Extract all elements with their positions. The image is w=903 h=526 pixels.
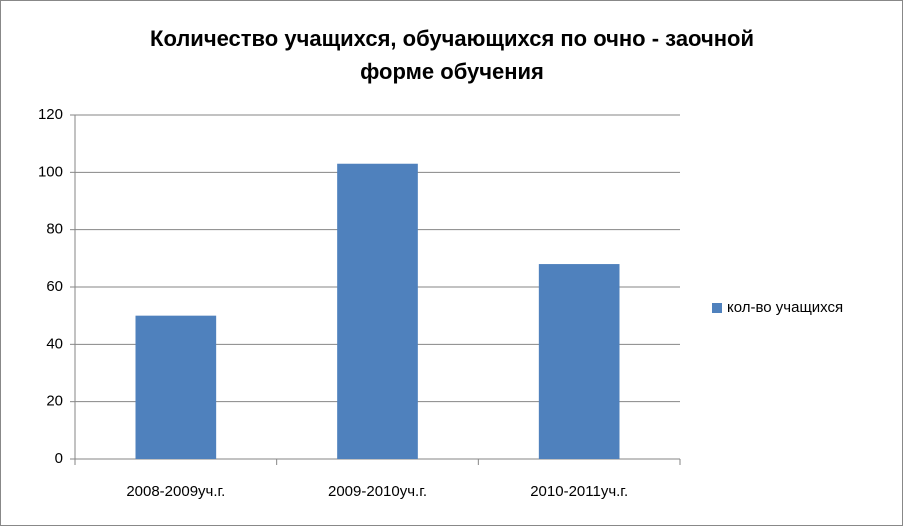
y-tick-label: 100 [38,163,63,180]
chart-title: форме обучения [360,59,544,84]
bar [337,163,418,459]
y-tick-label: 80 [46,221,63,238]
legend-label: кол-во учащихся [727,299,843,316]
x-tick-label: 2008-2009уч.г. [126,483,225,500]
legend-swatch [712,303,722,313]
chart-title: Количество учащихся, обучающихся по очно… [150,26,754,51]
y-tick-label: 0 [55,450,63,467]
bar [135,315,217,459]
y-tick-label: 60 [46,278,63,295]
bar [538,264,620,459]
y-tick-label: 20 [46,393,63,410]
x-tick-label: 2009-2010уч.г. [328,483,427,500]
y-tick-label: 40 [46,335,63,352]
y-tick-label: 120 [38,106,63,123]
x-tick-label: 2010-2011уч.г. [530,483,628,500]
